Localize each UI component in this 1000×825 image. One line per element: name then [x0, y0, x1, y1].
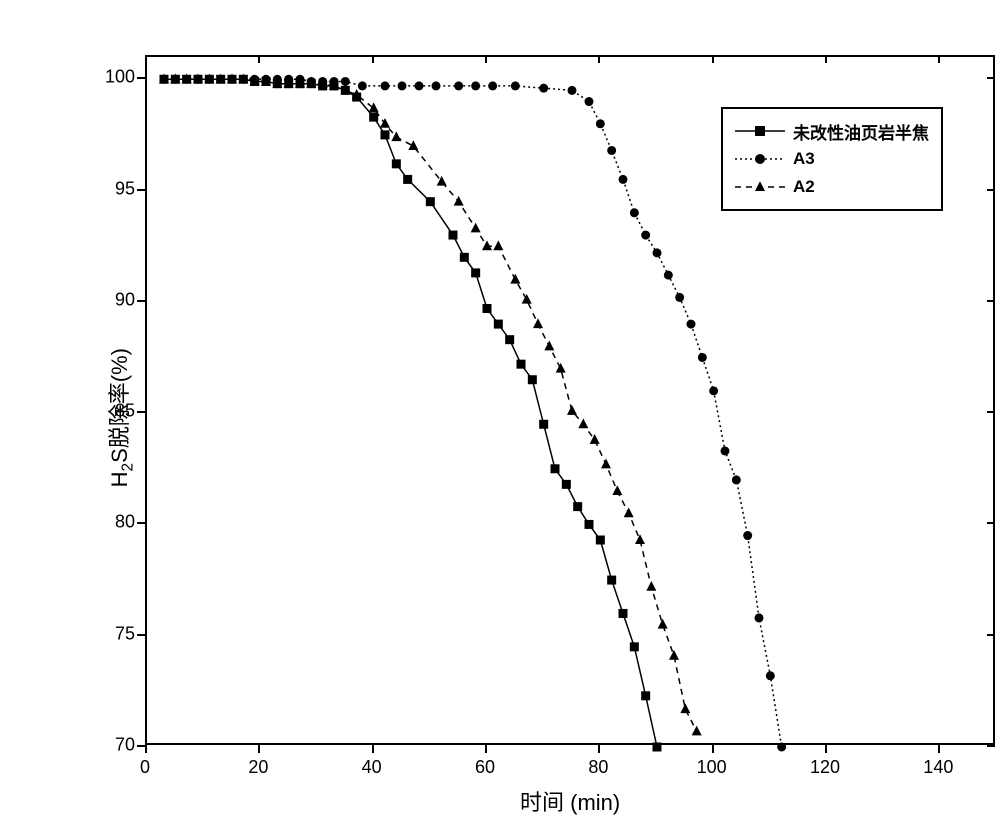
x-tick-top [372, 55, 374, 63]
y-tick [137, 745, 145, 747]
y-tick [137, 522, 145, 524]
legend-label: 未改性油页岩半焦 [793, 119, 929, 144]
series-line [164, 79, 697, 731]
y-tick [137, 77, 145, 79]
series-line [164, 79, 782, 747]
x-tick [598, 745, 600, 753]
y-tick-right [987, 77, 995, 79]
x-tick [485, 745, 487, 753]
x-tick [258, 745, 260, 753]
x-tick-label: 0 [140, 757, 150, 778]
x-tick [145, 745, 147, 753]
y-tick [137, 189, 145, 191]
y-tick-label: 80 [100, 512, 135, 533]
x-tick-label: 20 [248, 757, 268, 778]
x-tick [372, 745, 374, 753]
legend-item: A3 [735, 145, 929, 173]
legend-label: A3 [793, 149, 815, 169]
y-tick-right [987, 189, 995, 191]
y-tick [137, 300, 145, 302]
x-tick-label: 80 [588, 757, 608, 778]
y-tick-right [987, 522, 995, 524]
x-tick [825, 745, 827, 753]
x-tick-top [938, 55, 940, 63]
x-tick-label: 120 [810, 757, 840, 778]
y-tick-right [987, 745, 995, 747]
x-tick [712, 745, 714, 753]
y-tick [137, 411, 145, 413]
x-tick-label: 140 [923, 757, 953, 778]
legend-label: A2 [793, 177, 815, 197]
y-tick-label: 70 [100, 735, 135, 756]
y-tick-label: 75 [100, 623, 135, 644]
y-tick-label: 95 [100, 178, 135, 199]
chart-container: 未改性油页岩半焦A3A2 H2S脱除率(%) 时间 (min) 02040608… [30, 20, 990, 800]
legend-item: 未改性油页岩半焦 [735, 117, 929, 145]
x-tick-top [712, 55, 714, 63]
legend: 未改性油页岩半焦 A3 A2 [721, 107, 943, 211]
x-tick-top [485, 55, 487, 63]
y-tick-right [987, 300, 995, 302]
x-tick-top [258, 55, 260, 63]
plot-area: 未改性油页岩半焦 A3 A2 [145, 55, 995, 745]
y-tick-label: 100 [100, 67, 135, 88]
x-tick-top [145, 55, 147, 63]
legend-item: A2 [735, 173, 929, 201]
x-tick-label: 40 [362, 757, 382, 778]
x-tick-label: 60 [475, 757, 495, 778]
y-tick-right [987, 634, 995, 636]
y-tick-label: 85 [100, 401, 135, 422]
x-tick-top [598, 55, 600, 63]
y-tick-right [987, 411, 995, 413]
y-tick-label: 90 [100, 289, 135, 310]
x-axis-label: 时间 (min) [520, 785, 620, 817]
x-tick-top [825, 55, 827, 63]
y-tick [137, 634, 145, 636]
x-tick [938, 745, 940, 753]
x-tick-label: 100 [697, 757, 727, 778]
